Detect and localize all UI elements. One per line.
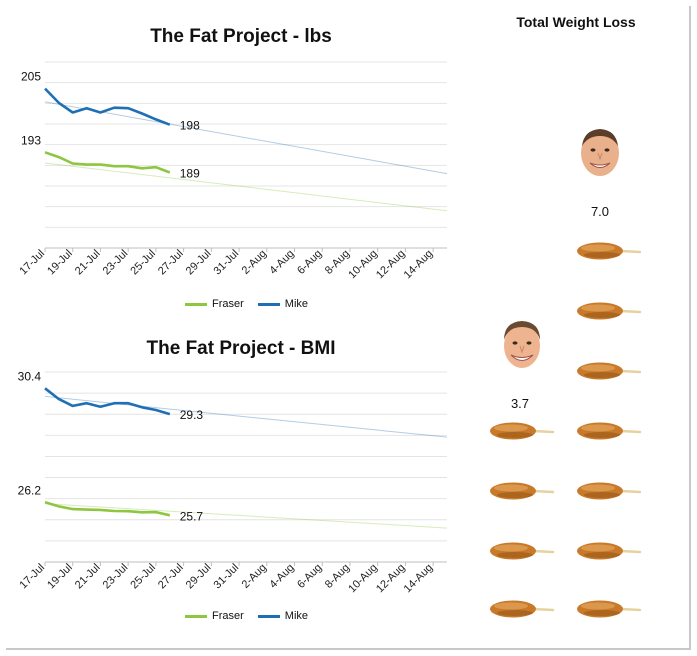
- x-tick-label: 2-Aug: [240, 562, 269, 591]
- start-label-fraser: 193: [21, 133, 41, 147]
- x-tick-label: 10-Aug: [346, 562, 380, 596]
- x-tick-label: 29-Jul: [184, 248, 214, 278]
- person-face-icon: [504, 321, 540, 368]
- total-loss-mike: 7.0: [590, 204, 610, 219]
- end-label-mike: 198: [180, 119, 200, 133]
- x-tick-label: 31-Jul: [212, 248, 242, 278]
- legend-swatch-fraser: [185, 302, 207, 306]
- corndog-icon: [577, 302, 642, 320]
- legend-lbs: Fraser Mike: [185, 298, 308, 310]
- legend-swatch-mike: [257, 614, 280, 618]
- end-label-fraser: 25.7: [180, 509, 204, 523]
- x-tick-label: 31-Jul: [212, 562, 242, 592]
- x-tick-label: 21-Jul: [73, 248, 103, 278]
- trendline-mike: [44, 101, 448, 175]
- x-tick-label: 4-Aug: [267, 562, 296, 591]
- series-line-mike: [44, 87, 171, 126]
- x-tick-label: 4-Aug: [267, 248, 296, 277]
- trendline-fraser: [44, 503, 448, 529]
- x-tick-label: 27-Jul: [156, 248, 186, 278]
- x-tick-label: 27-Jul: [156, 562, 186, 592]
- x-tick-label: 21-Jul: [73, 562, 103, 592]
- legend-label-fraser: Fraser: [212, 610, 244, 622]
- total-loss-fraser: 3.7: [510, 396, 530, 411]
- x-tick-label: 12-Aug: [374, 562, 408, 596]
- x-tick-label: 6-Aug: [295, 248, 324, 277]
- x-tick-label: 6-Aug: [295, 562, 324, 591]
- legend-item-mike: Mike: [257, 298, 309, 310]
- end-label-mike: 29.3: [180, 408, 204, 422]
- x-tick-label: 19-Jul: [45, 248, 75, 278]
- legend-item-mike: Mike: [257, 610, 309, 622]
- legend-bmi: Fraser Mike: [185, 610, 308, 622]
- figure-frame: [6, 6, 691, 650]
- series-line-fraser: [44, 151, 171, 174]
- legend-swatch-fraser: [185, 614, 207, 618]
- total-weight-loss-title: Total Weight Loss: [516, 14, 636, 30]
- legend-label-fraser: Fraser: [212, 298, 244, 310]
- corndog-icon: [577, 482, 642, 500]
- corndog-icon: [490, 542, 555, 560]
- legend-item-fraser: Fraser: [185, 610, 244, 622]
- x-tick-label: 23-Jul: [101, 562, 131, 592]
- x-tick-label: 23-Jul: [101, 248, 131, 278]
- x-tick-label: 17-Jul: [17, 248, 47, 278]
- x-tick-label: 14-Aug: [402, 248, 436, 282]
- corndog-icon: [577, 362, 642, 380]
- corndog-icon: [577, 600, 642, 618]
- corndog-icon: [490, 482, 555, 500]
- corndog-icon: [577, 542, 642, 560]
- x-tick-label: 12-Aug: [374, 248, 408, 282]
- x-tick-label: 2-Aug: [240, 248, 269, 277]
- trendline-mike: [44, 395, 448, 438]
- legend-swatch-mike: [257, 302, 280, 306]
- trendline-fraser: [44, 162, 448, 212]
- x-tick-label: 25-Jul: [128, 248, 158, 278]
- corndog-icon: [490, 422, 555, 440]
- start-label-mike: 30.4: [18, 369, 42, 383]
- corndog-icon: [577, 242, 642, 260]
- corndog-icon: [490, 600, 555, 618]
- x-tick-label: 19-Jul: [45, 562, 75, 592]
- start-label-fraser: 26.2: [18, 483, 42, 497]
- person-face-icon: [581, 129, 619, 176]
- x-tick-label: 29-Jul: [184, 562, 214, 592]
- legend-label-mike: Mike: [284, 298, 309, 310]
- series-line-mike: [44, 387, 171, 416]
- start-label-mike: 205: [21, 70, 41, 84]
- x-tick-label: 25-Jul: [128, 562, 158, 592]
- legend-item-fraser: Fraser: [185, 298, 244, 310]
- x-tick-label: 17-Jul: [17, 562, 47, 592]
- chart-title-lbs: The Fat Project - lbs: [150, 26, 332, 47]
- x-tick-label: 14-Aug: [402, 562, 436, 596]
- series-line-fraser: [44, 501, 171, 517]
- end-label-fraser: 189: [180, 167, 200, 181]
- chart-title-bmi: The Fat Project - BMI: [146, 338, 336, 359]
- corndog-icon: [577, 422, 642, 440]
- legend-label-mike: Mike: [284, 610, 309, 622]
- x-tick-label: 10-Aug: [346, 248, 380, 282]
